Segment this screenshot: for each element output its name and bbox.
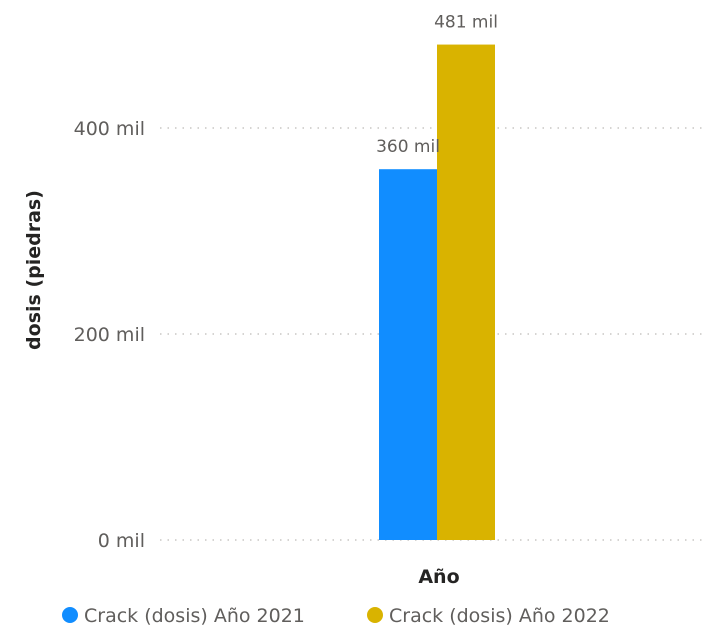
- bars: [379, 44, 495, 540]
- legend[interactable]: Crack (dosis) Año 2021 Crack (dosis) Año …: [62, 605, 610, 627]
- y-tick-label: 200 mil: [74, 324, 145, 346]
- legend-item-2022[interactable]: Crack (dosis) Año 2022: [367, 605, 610, 627]
- bar-2021[interactable]: [379, 169, 437, 540]
- x-axis-title: Año: [418, 566, 459, 588]
- legend-marker: [367, 607, 383, 623]
- legend-label: Crack (dosis) Año 2022: [389, 605, 610, 627]
- y-tick-label: 0 mil: [98, 530, 145, 552]
- data-label-2021: 360 mil: [376, 137, 440, 157]
- y-axis-title: dosis (piedras): [23, 190, 45, 350]
- bar-2022[interactable]: [437, 44, 495, 540]
- legend-marker: [62, 607, 78, 623]
- y-tick-label: 400 mil: [74, 118, 145, 140]
- legend-label: Crack (dosis) Año 2021: [84, 605, 305, 627]
- legend-item-2021[interactable]: Crack (dosis) Año 2021: [62, 605, 305, 627]
- data-label-2022: 481 mil: [434, 13, 498, 33]
- gridlines: [160, 127, 705, 541]
- data-labels: 360 mil 481 mil: [376, 13, 498, 158]
- y-axis-ticks: 0 mil 200 mil 400 mil: [74, 118, 145, 552]
